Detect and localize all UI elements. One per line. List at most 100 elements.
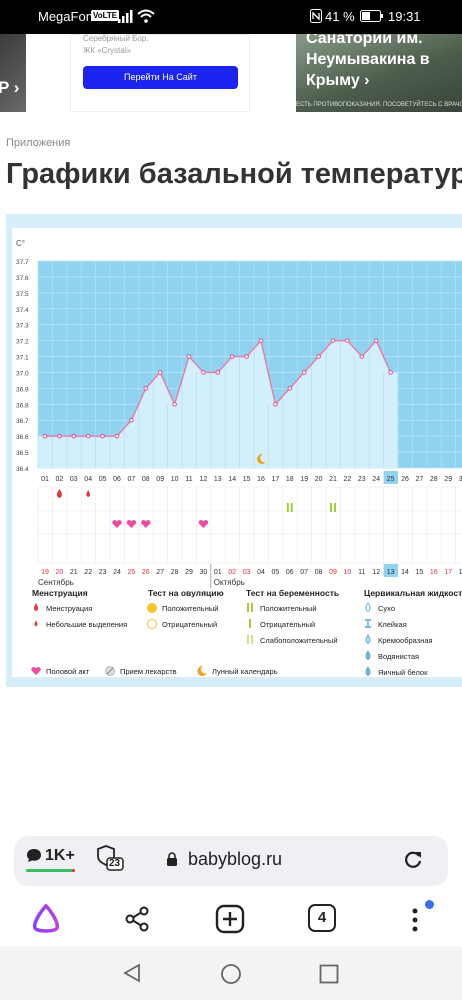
temperature-point xyxy=(143,386,149,391)
y-tick-label: 37.1 xyxy=(16,355,29,362)
day-label: 24 xyxy=(372,476,380,483)
ad-mid-line2: ЖК «Crystal» xyxy=(83,46,132,55)
day-label: 28 xyxy=(430,476,438,483)
address-bar[interactable]: 1K+ 23 babyblog.ru xyxy=(14,836,448,886)
clock: 19:31 xyxy=(388,9,421,24)
alice-assistant-icon[interactable] xyxy=(30,903,62,938)
legend-pregnancy-icon xyxy=(251,635,253,644)
day-label: 23 xyxy=(358,476,366,483)
url-text[interactable]: babyblog.ru xyxy=(188,849,283,869)
legend-ovulation-icon xyxy=(147,603,157,613)
date-label: 26 xyxy=(142,569,150,576)
y-tick-label: 36.7 xyxy=(16,418,29,425)
date-label: 07 xyxy=(300,569,308,576)
menu-dots-icon[interactable] xyxy=(410,906,420,939)
date-label: 08 xyxy=(315,569,323,576)
wifi-icon xyxy=(137,9,155,26)
comments-icon[interactable] xyxy=(26,848,42,869)
intercourse-heart-icon xyxy=(198,520,209,528)
home-icon[interactable] xyxy=(220,963,242,990)
day-label: 30 xyxy=(459,476,462,483)
temperature-point xyxy=(157,370,163,375)
date-label: 02 xyxy=(228,569,236,576)
ad-cta-button[interactable]: Перейти На Сайт xyxy=(83,66,238,89)
y-tick-label: 36.4 xyxy=(16,466,29,473)
shield-icon[interactable] xyxy=(96,844,124,877)
legend-header: Тест на беременность xyxy=(246,588,339,598)
temperature-point xyxy=(172,402,177,407)
bbt-chart: C° 37.7 37.6 37.5 37.4 37.3 37.2 37.1 37.0 36.9 36… xyxy=(12,228,462,677)
temperature-point xyxy=(100,433,105,439)
day-label: 19 xyxy=(300,476,308,483)
date-label: 25 xyxy=(128,569,136,576)
temperature-point xyxy=(287,386,293,391)
y-tick-label: 36.8 xyxy=(16,402,29,409)
reload-icon[interactable] xyxy=(404,850,424,875)
ad-left-banner[interactable]: P › xyxy=(0,34,26,112)
temperature-point xyxy=(229,354,235,359)
day-label: 29 xyxy=(444,476,452,483)
day-label: 14 xyxy=(228,476,236,483)
pregnancy-test-mark xyxy=(290,503,293,512)
date-label: 18 xyxy=(459,569,462,576)
browser-toolbar: 4 xyxy=(0,890,462,946)
y-unit-label: C° xyxy=(16,239,25,248)
y-tick-label: 37.7 xyxy=(16,259,29,266)
date-label: 05 xyxy=(272,569,280,576)
month-label-1: Сентябрь xyxy=(38,578,74,587)
legend-item: Кремообразная xyxy=(378,636,433,645)
ad-middle-banner[interactable]: Серебряный Бор. ЖК «Crystal» Перейти На … xyxy=(70,34,250,112)
date-label: 16 xyxy=(430,569,438,576)
temperature-point xyxy=(244,354,249,359)
moon-icon xyxy=(257,453,266,464)
y-tick-label: 37.4 xyxy=(16,307,29,314)
legend-fluid-icon xyxy=(365,634,371,645)
recents-icon[interactable] xyxy=(319,964,339,989)
intercourse-heart-icon xyxy=(112,520,122,528)
legend-drop-icon xyxy=(34,620,38,627)
highlight-date-bg xyxy=(383,564,398,577)
y-tick-label: 36.6 xyxy=(16,434,29,441)
day-label: 07 xyxy=(128,476,136,483)
ad-right-disclaimer: ЕСТЬ ПРОТИВОПОКАЗАНИЯ. ПОСОВЕТУЙТЕСЬ С В… xyxy=(296,102,462,108)
day-label: 21 xyxy=(329,476,337,483)
date-label: 20 xyxy=(56,569,64,576)
tabs-counter-button[interactable]: 4 xyxy=(308,904,336,932)
system-navigation-bar xyxy=(0,946,462,1000)
y-tick-label: 37.5 xyxy=(16,291,29,298)
legend-item: Отрицательный xyxy=(162,620,217,629)
legend-bottom-item: Прием лекарств xyxy=(120,667,177,676)
category-tag[interactable]: Приложения xyxy=(6,137,71,149)
share-icon[interactable] xyxy=(124,906,150,937)
month-label-2: Октябрь xyxy=(214,578,245,587)
menstruation-drop-icon xyxy=(56,489,62,498)
intercourse-heart-icon xyxy=(126,520,137,528)
y-tick-label: 37.2 xyxy=(16,339,29,346)
legend-pregnancy-icon xyxy=(249,619,251,628)
volte-badge: VoLTE xyxy=(91,10,120,21)
y-tick-label: 36.5 xyxy=(16,450,29,457)
date-label: 10 xyxy=(344,569,352,576)
legend-item: Клейкая xyxy=(378,620,407,629)
comments-count[interactable]: 1K+ xyxy=(45,847,75,864)
date-label: 13 xyxy=(387,569,395,576)
day-label: 12 xyxy=(200,476,208,483)
battery-percent: 41 % xyxy=(325,9,355,24)
legend-item: Яичный белок xyxy=(378,668,428,677)
temperature-point xyxy=(301,370,307,375)
date-label: 06 xyxy=(286,569,294,576)
legend-fluid-icon xyxy=(365,666,371,677)
ad-right-banner[interactable]: Санатории им. Неумывакина в Крыму › ЕСТЬ… xyxy=(296,34,462,112)
date-label: 09 xyxy=(329,569,337,576)
back-icon[interactable] xyxy=(122,963,142,988)
ad-right-title: Санатории им. Неумывакина в Крыму › xyxy=(306,34,430,89)
status-bar: MegaFon VoLTE 41 % 19:31 xyxy=(0,0,462,34)
day-label: 25 xyxy=(387,476,395,483)
legend-item: Небольшие выделения xyxy=(46,620,127,629)
new-tab-icon[interactable] xyxy=(215,904,245,939)
legend-header: Тест на овуляцию xyxy=(148,588,224,598)
date-label: 04 xyxy=(257,569,265,576)
day-label: 16 xyxy=(257,476,265,483)
date-label: 14 xyxy=(401,569,409,576)
day-label: 11 xyxy=(185,476,192,483)
